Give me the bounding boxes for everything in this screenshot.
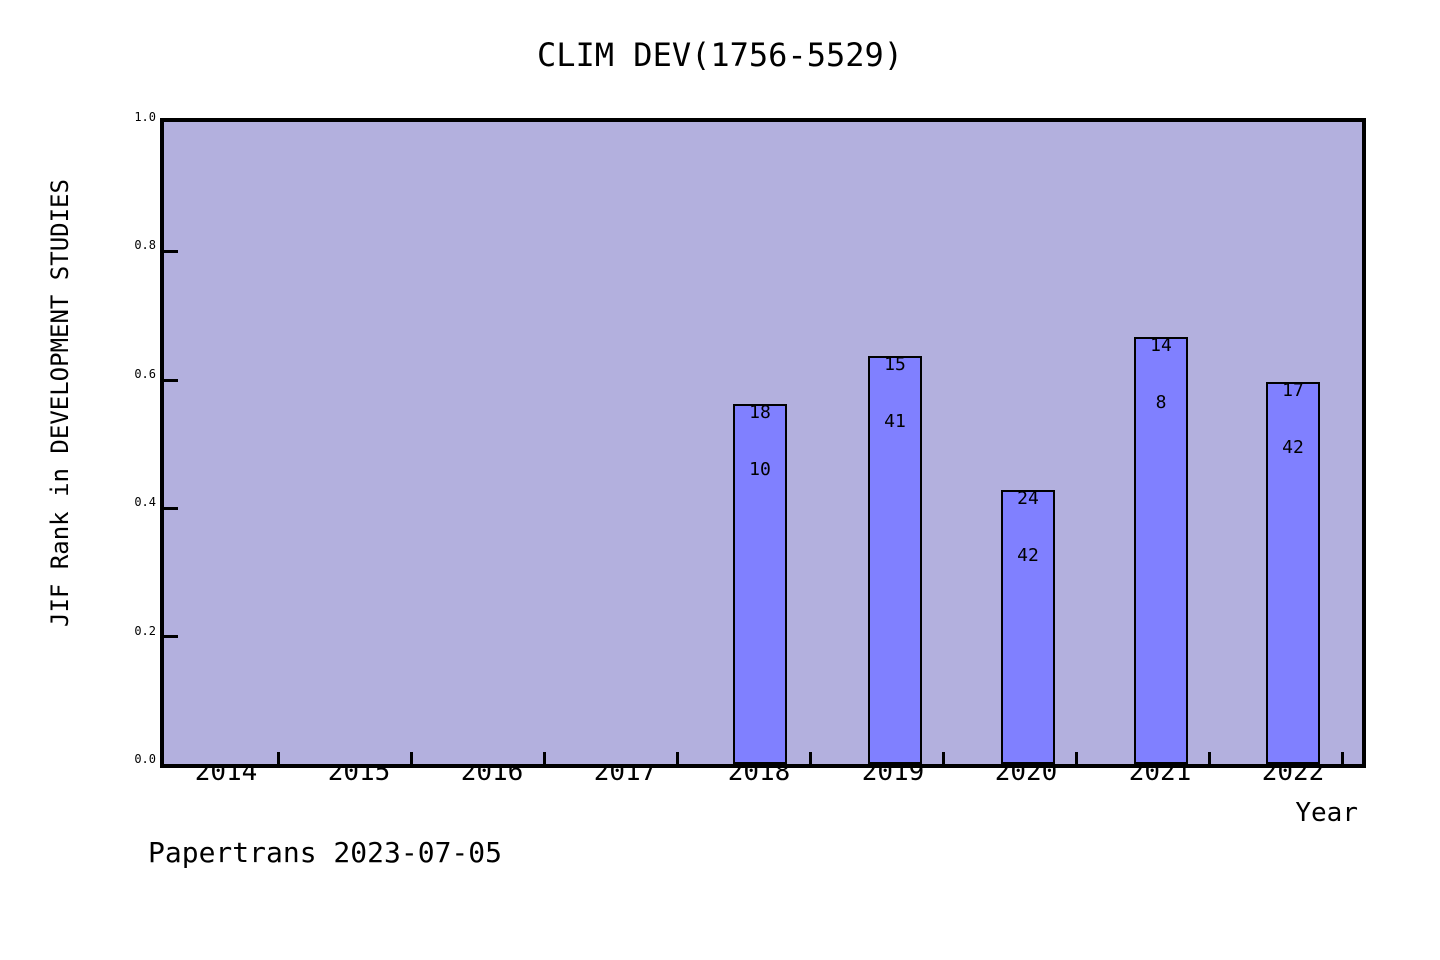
bar-label-2020: 24 42 — [978, 451, 1078, 603]
x-axis-label: Year — [1295, 798, 1358, 828]
bar-label-2019-line1: 15 — [884, 354, 906, 375]
bar-2022[interactable] — [1266, 382, 1320, 764]
y-tick-mark-0.2 — [164, 635, 178, 638]
x-tick-mark-4 — [676, 752, 679, 764]
y-tick-label-3: 0.6 — [134, 367, 156, 381]
bar-label-2020-line1: 24 — [1017, 488, 1039, 509]
bar-2018[interactable] — [733, 404, 787, 764]
y-axis-label-container: JIF Rank in DEVELOPMENT STUDIES — [0, 118, 120, 760]
bar-label-2021-line1: 14 — [1150, 335, 1172, 356]
x-tick-mark-3 — [543, 752, 546, 764]
x-tick-mark-6 — [942, 752, 945, 764]
bar-label-2022-line2: 42 — [1282, 437, 1304, 458]
y-tick-label-1: 0.2 — [134, 624, 156, 638]
plot-area: 18 10 15 41 24 42 14 8 17 42 — [160, 118, 1366, 768]
y-tick-label-0: 0.0 — [134, 752, 156, 766]
bar-label-2018: 18 10 — [710, 365, 810, 517]
y-tick-label-5: 1.0 — [134, 110, 156, 124]
bar-label-2022-line1: 17 — [1282, 380, 1304, 401]
x-tick-mark-9 — [1341, 752, 1344, 764]
bar-label-2021: 14 8 — [1111, 298, 1211, 450]
bar-2020[interactable] — [1001, 490, 1055, 764]
bar-label-2020-line2: 42 — [1017, 545, 1039, 566]
footer-note: Papertrans 2023-07-05 — [148, 836, 503, 869]
bar-label-2018-line1: 18 — [749, 402, 771, 423]
bar-2021[interactable] — [1134, 337, 1188, 764]
plot-inner: 18 10 15 41 24 42 14 8 17 42 — [164, 122, 1362, 764]
x-tick-mark-5 — [809, 752, 812, 764]
bar-label-2021-line2: 8 — [1155, 392, 1167, 413]
bar-label-2022: 17 42 — [1243, 343, 1343, 495]
y-tick-label-4: 0.8 — [134, 238, 156, 252]
x-tick-mark-7 — [1075, 752, 1078, 764]
x-tick-mark-2 — [410, 752, 413, 764]
x-tick-mark-1 — [277, 752, 280, 764]
bar-label-2018-line2: 10 — [749, 459, 771, 480]
y-tick-mark-0.4 — [164, 507, 178, 510]
y-tick-label-2: 0.4 — [134, 495, 156, 509]
y-axis-label: JIF Rank in DEVELOPMENT STUDIES — [46, 179, 74, 627]
chart-title: CLIM DEV(1756-5529) — [536, 36, 904, 74]
y-tick-mark-0.8 — [164, 250, 178, 253]
bar-2019[interactable] — [868, 356, 922, 764]
bar-label-2019: 15 41 — [845, 317, 945, 469]
bar-label-2019-line2: 41 — [884, 411, 906, 432]
x-tick-mark-8 — [1208, 752, 1211, 764]
y-tick-mark-0.6 — [164, 379, 178, 382]
